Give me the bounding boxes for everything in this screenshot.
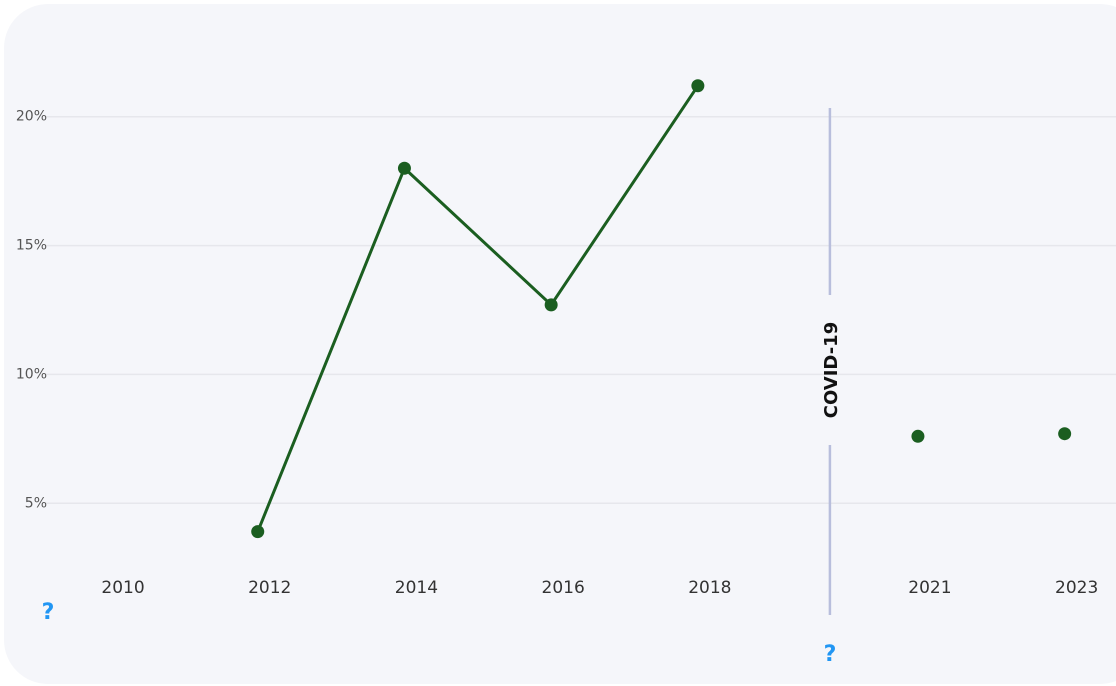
point: [691, 79, 705, 93]
y-tick-label: 15%: [16, 238, 47, 254]
point: [911, 429, 925, 443]
line: [256, 84, 700, 533]
help-icon: ?: [42, 600, 55, 625]
x-tick-label: 2010: [101, 578, 144, 598]
x-tick-label: 2016: [542, 578, 585, 598]
point: [251, 525, 265, 539]
point: [1058, 427, 1072, 441]
x-tick-label: 2012: [248, 578, 291, 598]
panel: [4, 4, 1116, 684]
x-tick-label: 2014: [395, 578, 438, 598]
y-tick-label: 5%: [25, 495, 47, 511]
point: [397, 161, 411, 175]
y-tick-label: 10%: [16, 366, 47, 382]
annotation-label: COVID-19: [821, 322, 842, 418]
help-icon: ?: [824, 642, 837, 667]
x-tick-label: 2018: [688, 578, 731, 598]
x-tick-label: 2023: [1055, 578, 1098, 598]
x-tick-label: 2021: [908, 578, 951, 598]
point: [544, 298, 558, 312]
y-tick-label: 20%: [16, 109, 47, 125]
